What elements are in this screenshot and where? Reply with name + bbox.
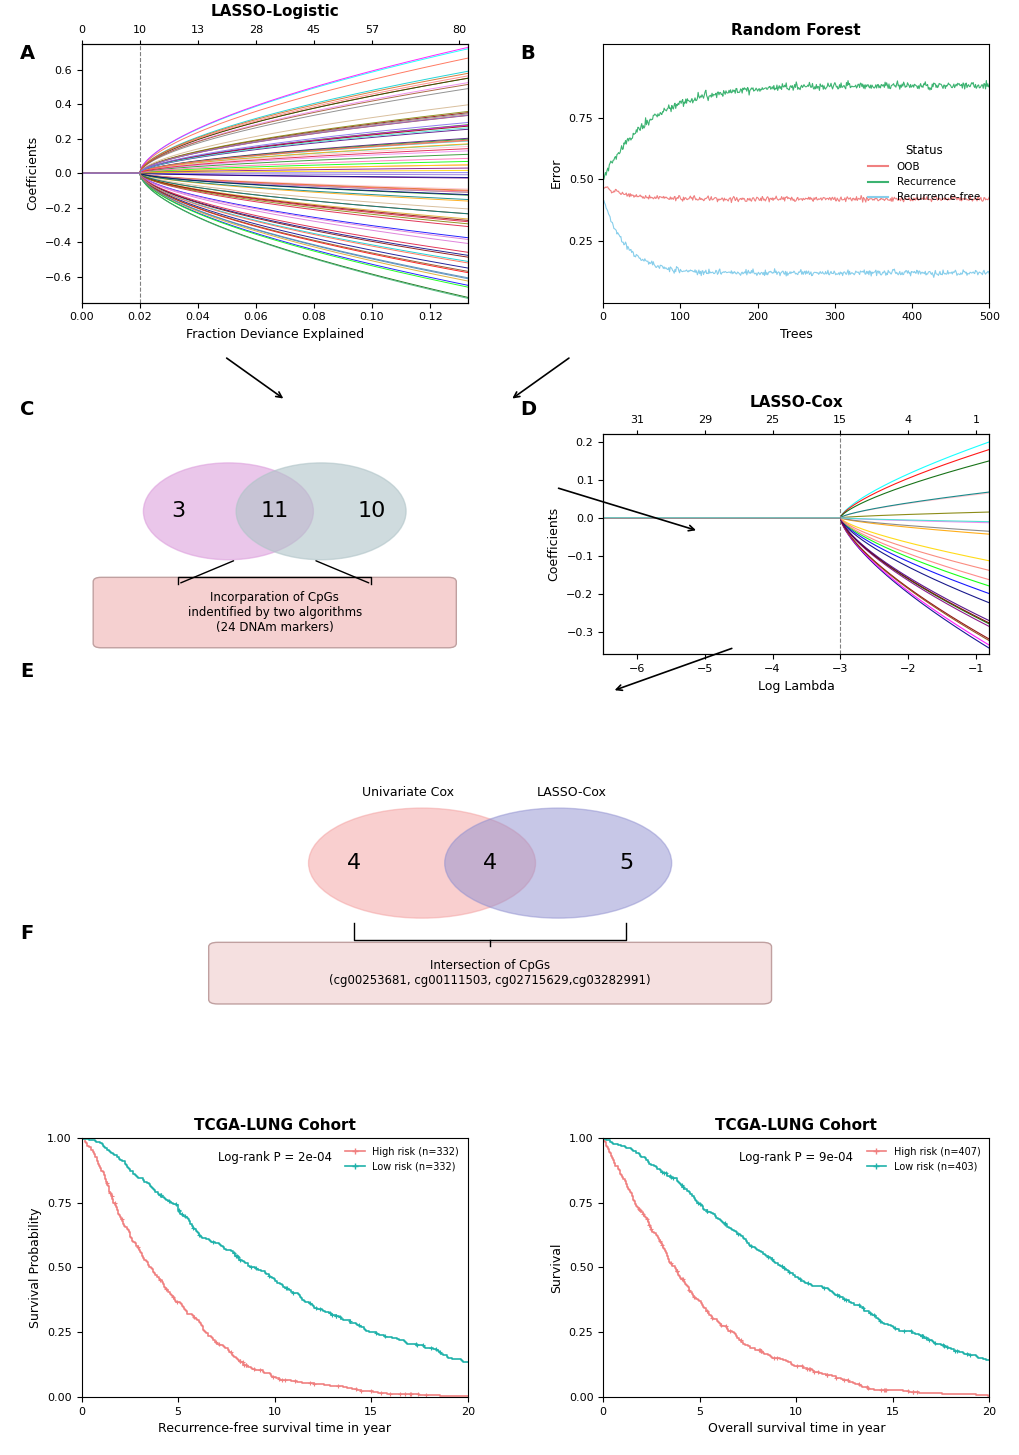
- Text: Log-rank P = 2e-04: Log-rank P = 2e-04: [217, 1151, 331, 1164]
- X-axis label: Overall survival time in year: Overall survival time in year: [707, 1422, 884, 1435]
- Title: LASSO-Cox: LASSO-Cox: [749, 394, 843, 410]
- Text: LASSO-Cox: LASSO-Cox: [536, 786, 606, 799]
- Title: LASSO-Logistic: LASSO-Logistic: [210, 4, 338, 19]
- Legend: OOB, Recurrence, Recurrence-free: OOB, Recurrence, Recurrence-free: [863, 140, 983, 207]
- Circle shape: [308, 808, 535, 918]
- Y-axis label: Coefficients: Coefficients: [26, 137, 39, 210]
- Title: TCGA-LUNG Cohort: TCGA-LUNG Cohort: [194, 1117, 356, 1132]
- Y-axis label: Error: Error: [549, 159, 562, 188]
- Text: Log-rank P = 9e-04: Log-rank P = 9e-04: [739, 1151, 853, 1164]
- FancyBboxPatch shape: [209, 943, 770, 1004]
- Circle shape: [144, 463, 313, 560]
- FancyBboxPatch shape: [93, 578, 455, 647]
- Text: 11: 11: [261, 502, 288, 521]
- X-axis label: Recurrence-free survival time in year: Recurrence-free survival time in year: [158, 1422, 391, 1435]
- Text: Intersection of CpGs
(cg00253681, cg00111503, cg02715629,cg03282991): Intersection of CpGs (cg00253681, cg0011…: [329, 959, 650, 986]
- Text: A: A: [20, 44, 36, 63]
- Text: B: B: [520, 44, 534, 63]
- Text: Incorparation of CpGs
indentified by two algorithms
(24 DNAm markers): Incorparation of CpGs indentified by two…: [187, 591, 362, 634]
- Y-axis label: Coefficients: Coefficients: [547, 508, 560, 582]
- Legend: High risk (n=332), Low risk (n=332): High risk (n=332), Low risk (n=332): [341, 1142, 463, 1176]
- Legend: High risk (n=407), Low risk (n=403): High risk (n=407), Low risk (n=403): [862, 1142, 983, 1176]
- Title: Random Forest: Random Forest: [731, 23, 860, 38]
- Text: E: E: [20, 662, 34, 681]
- X-axis label: Fraction Deviance Explained: Fraction Deviance Explained: [185, 327, 364, 340]
- Title: TCGA-LUNG Cohort: TCGA-LUNG Cohort: [714, 1117, 876, 1132]
- Text: 5: 5: [619, 853, 633, 873]
- Text: D: D: [520, 400, 536, 419]
- Text: 4: 4: [346, 853, 361, 873]
- Text: F: F: [20, 924, 34, 943]
- Circle shape: [235, 463, 406, 560]
- Circle shape: [444, 808, 671, 918]
- Text: C: C: [20, 400, 35, 419]
- Y-axis label: Survival Probability: Survival Probability: [29, 1208, 42, 1327]
- Text: Univariate Cox: Univariate Cox: [362, 786, 453, 799]
- Text: 4: 4: [483, 853, 496, 873]
- X-axis label: Trees: Trees: [780, 327, 812, 340]
- X-axis label: Log Lambda: Log Lambda: [757, 679, 834, 693]
- Y-axis label: Survival: Survival: [549, 1243, 562, 1292]
- Text: 3: 3: [171, 502, 185, 521]
- Text: 10: 10: [357, 502, 385, 521]
